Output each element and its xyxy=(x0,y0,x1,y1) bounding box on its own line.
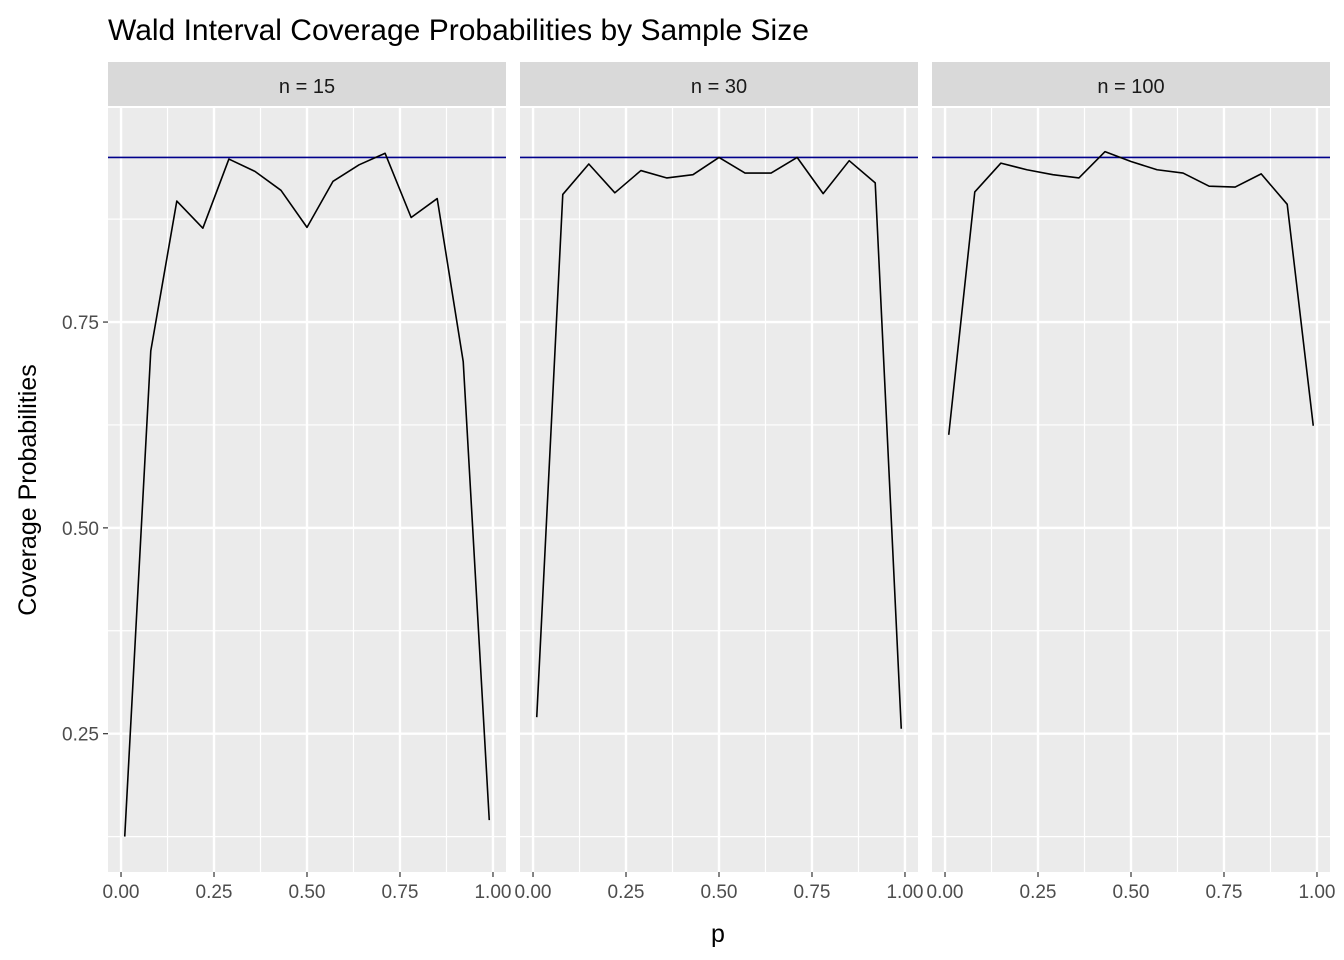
x-tick-label: 0.00 xyxy=(103,882,140,903)
x-tick-label: 0.50 xyxy=(701,882,738,903)
coverage-line xyxy=(535,156,903,729)
x-tick-label: 0.75 xyxy=(381,882,418,903)
y-tick-label: 0.25 xyxy=(62,725,99,746)
facet-strip xyxy=(108,62,506,106)
x-tick-label: 0.25 xyxy=(1020,882,1057,903)
facet-panel-1: n = 15 0.00 0.25 0.50 0.75 1.00 xyxy=(103,62,511,903)
x-tick-label: 1.00 xyxy=(474,882,511,903)
facet-strip-label: n = 100 xyxy=(1097,76,1164,98)
x-tick-label: 0.50 xyxy=(1113,882,1150,903)
coverage-line xyxy=(947,150,1315,435)
y-axis: 0.25 0.50 0.75 xyxy=(62,313,108,746)
facet-strip xyxy=(932,62,1330,106)
x-tick-label: 0.75 xyxy=(793,882,830,903)
facet-strip-label: n = 15 xyxy=(279,76,335,98)
x-tick-label: 0.25 xyxy=(196,882,233,903)
x-axis-title: p xyxy=(711,920,725,948)
x-tick-label: 0.00 xyxy=(927,882,964,903)
facet-panels: n = 15 0.00 0.25 0.50 0.75 1.00 n = 30 0.00 0.25… xyxy=(103,62,1335,903)
facet-strip xyxy=(520,62,918,106)
coverage-line xyxy=(123,152,491,837)
facet-panel-2: n = 30 0.00 0.25 0.50 0.75 1.00 xyxy=(515,62,923,903)
x-tick-label: 0.25 xyxy=(608,882,645,903)
chart-title: Wald Interval Coverage Probabilities by … xyxy=(108,14,809,47)
x-tick-label: 1.00 xyxy=(1298,882,1335,903)
y-axis-title: Coverage Probabilities xyxy=(14,364,42,616)
facet-panel-3: n = 100 0.00 0.25 0.50 0.75 1.00 xyxy=(927,62,1335,903)
y-tick-label: 0.75 xyxy=(62,313,99,334)
y-tick-label: 0.50 xyxy=(62,519,99,540)
x-tick-label: 0.00 xyxy=(515,882,552,903)
x-tick-label: 1.00 xyxy=(886,882,923,903)
facet-strip-label: n = 30 xyxy=(691,76,747,98)
x-tick-label: 0.50 xyxy=(289,882,326,903)
x-tick-label: 0.75 xyxy=(1205,882,1242,903)
